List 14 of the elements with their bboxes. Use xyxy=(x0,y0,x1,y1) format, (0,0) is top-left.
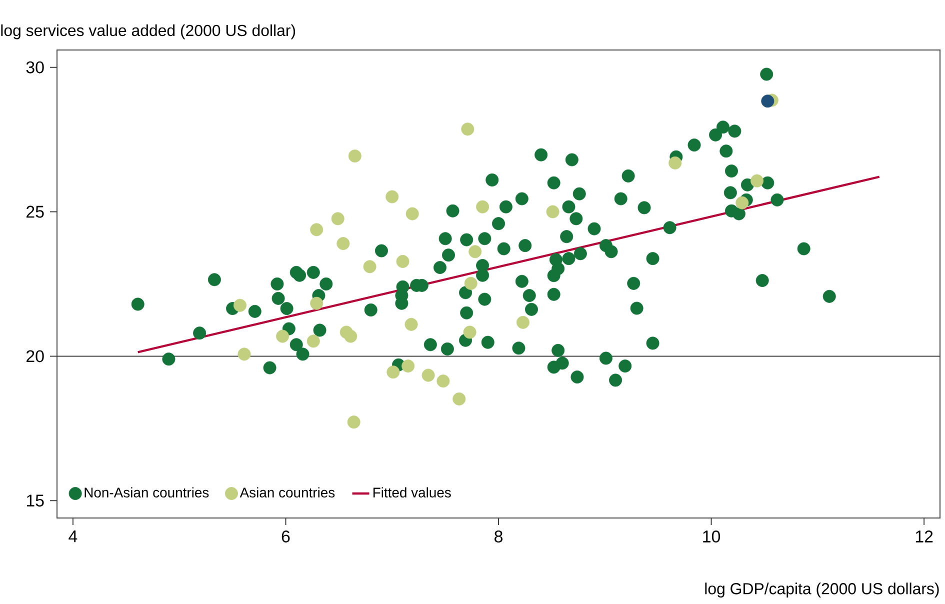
x-tick-label: 4 xyxy=(68,530,78,542)
y-tick-label: 20 xyxy=(26,350,44,362)
x-tick-label: 12 xyxy=(916,530,933,542)
legend-label: Non-Asian countries xyxy=(84,487,209,498)
legend-label: Asian countries xyxy=(240,487,335,498)
x-tick-label: 10 xyxy=(703,530,720,542)
y-axis-title: log services value added (2000 US dollar) xyxy=(1,24,296,40)
y-tick-label: 15 xyxy=(26,494,44,507)
y-tick-label: 25 xyxy=(26,206,44,218)
y-tick-label: 30 xyxy=(26,61,44,74)
x-axis-title: log GDP/capita (2000 US dollars) xyxy=(705,582,939,598)
x-tick-label: 6 xyxy=(282,530,290,542)
x-tick-label: 8 xyxy=(494,530,502,542)
legend-label: Fitted values xyxy=(373,487,451,498)
